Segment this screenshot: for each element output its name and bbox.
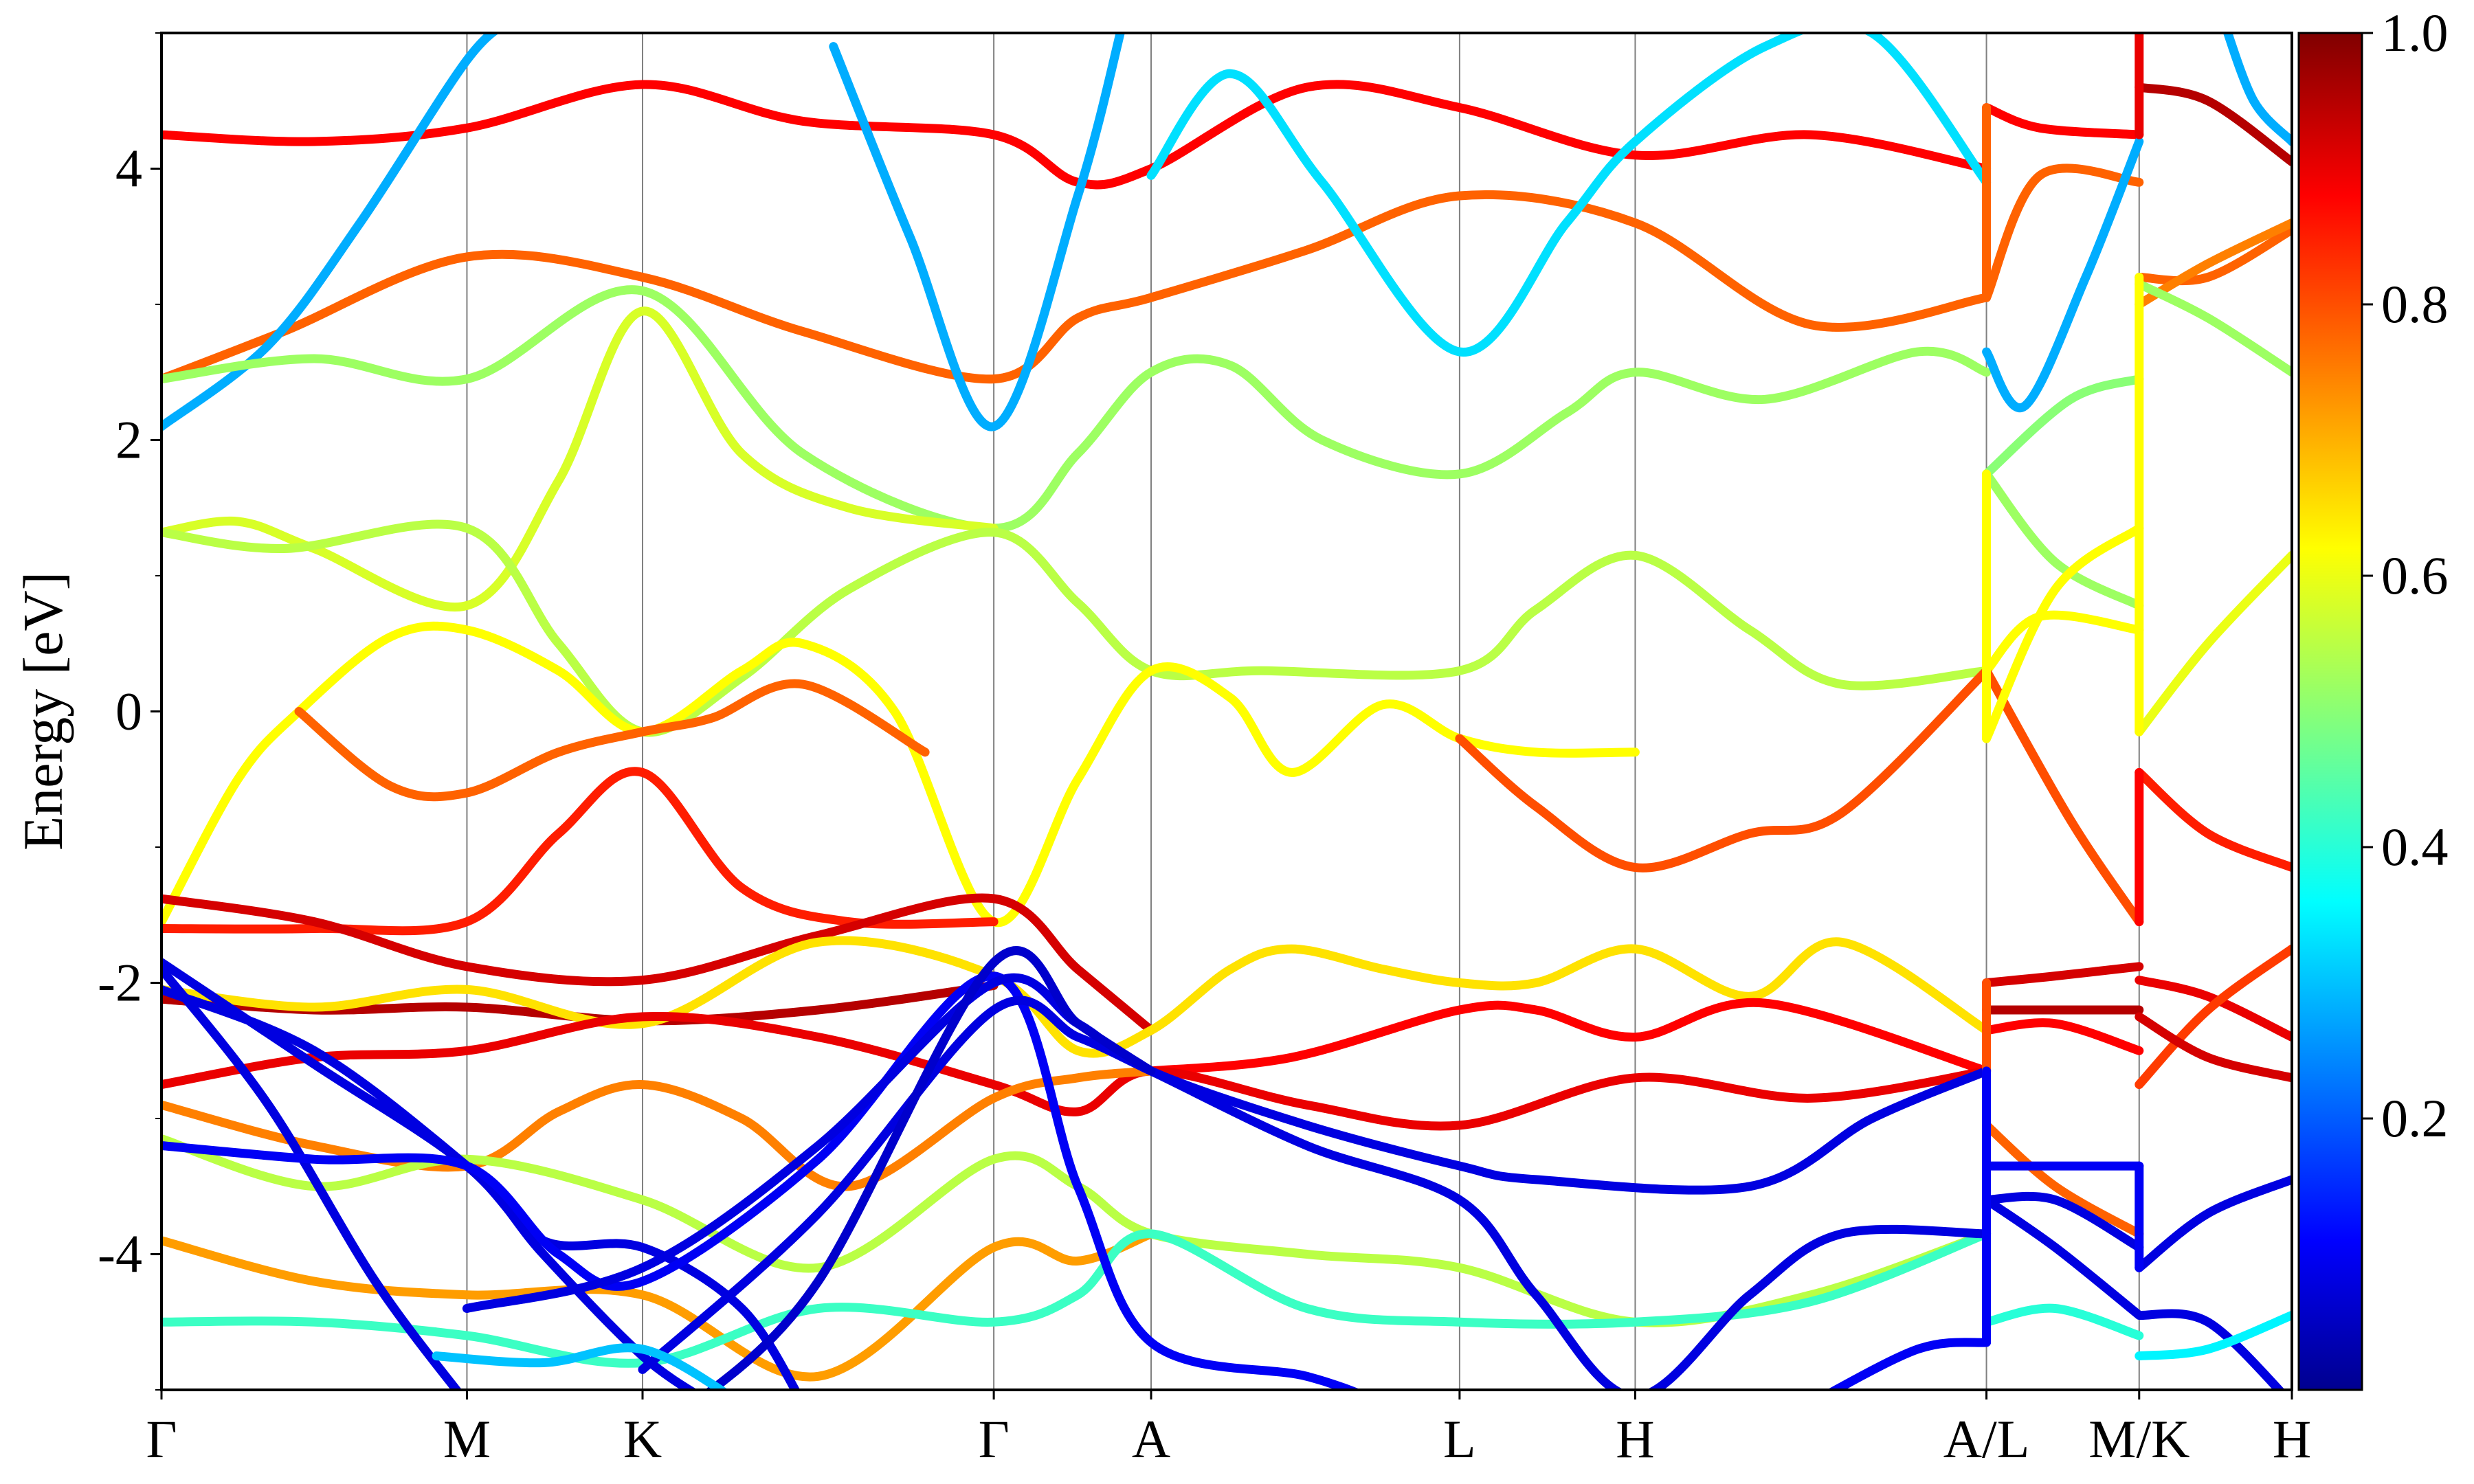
x-tick-label: A/L	[1943, 1409, 2030, 1469]
colorbar-tick-label: 0.4	[2381, 817, 2449, 877]
band-line	[1982, 469, 2144, 610]
band-line	[2135, 82, 2292, 167]
band-line	[1982, 374, 2144, 479]
x-tick-label: H	[2273, 1409, 2311, 1469]
x-tick-label: Γ	[979, 1409, 1010, 1469]
x-tick-label: L	[1443, 1409, 1476, 1469]
x-axis-ticks: Γ M K Γ A L H A/L M/K H	[146, 1390, 2311, 1469]
band-line	[161, 33, 500, 431]
band-line	[1982, 666, 2144, 927]
y-tick-label: 2	[115, 410, 142, 470]
colorbar-tick-label: 0.2	[2381, 1088, 2449, 1148]
band-line	[1982, 610, 2144, 675]
colorbar	[2297, 32, 2363, 1391]
band-line	[2135, 279, 2292, 377]
colorbar-tick-label: 1.0	[2381, 3, 2449, 63]
bands	[161, 33, 2292, 1390]
band-line	[294, 679, 930, 802]
band-line	[1982, 1195, 2144, 1320]
band-line	[2135, 225, 2292, 286]
x-tick-label: M/K	[2088, 1409, 2189, 1469]
y-tick-label: 0	[115, 682, 142, 741]
x-tick-label: M	[443, 1409, 491, 1469]
band-line	[161, 285, 1992, 533]
band-line	[2135, 550, 2292, 737]
x-tick-label: H	[1616, 1409, 1654, 1469]
band-line	[161, 1229, 1992, 1368]
band-line	[1826, 1338, 1992, 1390]
band-line	[2135, 1175, 2292, 1272]
band-line	[161, 1012, 1992, 1131]
band-line	[829, 33, 1125, 431]
band-line	[2135, 767, 2292, 873]
band-line	[2135, 1310, 2292, 1361]
colorbar-tick-label: 0.6	[2381, 546, 2449, 605]
band-line	[1982, 1121, 2144, 1239]
band-line	[1982, 524, 2144, 743]
x-tick-label: Γ	[146, 1409, 177, 1469]
colorbar-tick-label: 0.8	[2381, 274, 2449, 334]
band-line	[161, 936, 1992, 1058]
band-line	[161, 965, 463, 1390]
y-axis-title: Energy [eV]	[12, 572, 74, 851]
x-tick-label: K	[623, 1409, 662, 1469]
band-line	[432, 1343, 729, 1390]
band-line	[2135, 1309, 2286, 1390]
band-line	[1146, 998, 1992, 1076]
y-axis-ticks: 4 2 0 -2 -4	[98, 32, 161, 1391]
band-line	[161, 519, 1992, 737]
band-line	[1146, 33, 1992, 357]
band-line	[1982, 164, 2144, 302]
plot-frame	[160, 32, 2293, 1391]
band-line	[2135, 944, 2292, 1090]
band-line	[1455, 666, 1992, 873]
band-line	[2222, 33, 2292, 146]
band-line	[2135, 976, 2292, 1042]
band-line	[704, 946, 1156, 1390]
band-line	[1982, 962, 2144, 987]
y-tick-label: -4	[98, 1224, 142, 1284]
band-line	[1982, 1191, 2144, 1252]
band-line	[161, 767, 999, 936]
x-tick-label: A	[1132, 1409, 1170, 1469]
y-tick-label: 4	[115, 139, 142, 199]
band-line	[161, 971, 1362, 1390]
colorbar-ticks: 1.0 0.8 0.6 0.4 0.2	[2362, 3, 2449, 1148]
band-line	[1982, 103, 2144, 139]
band-line	[161, 190, 1992, 384]
band-line	[161, 306, 999, 611]
band-line	[638, 996, 1992, 1390]
band-line	[161, 621, 1640, 928]
band-line	[161, 893, 1156, 1035]
band-line	[2135, 1012, 2292, 1083]
band-line	[1982, 1303, 2144, 1340]
band-line	[1982, 137, 2144, 412]
y-tick-label: -2	[98, 953, 142, 1013]
band-line	[161, 1229, 1156, 1382]
band-line	[1982, 1018, 2144, 1055]
